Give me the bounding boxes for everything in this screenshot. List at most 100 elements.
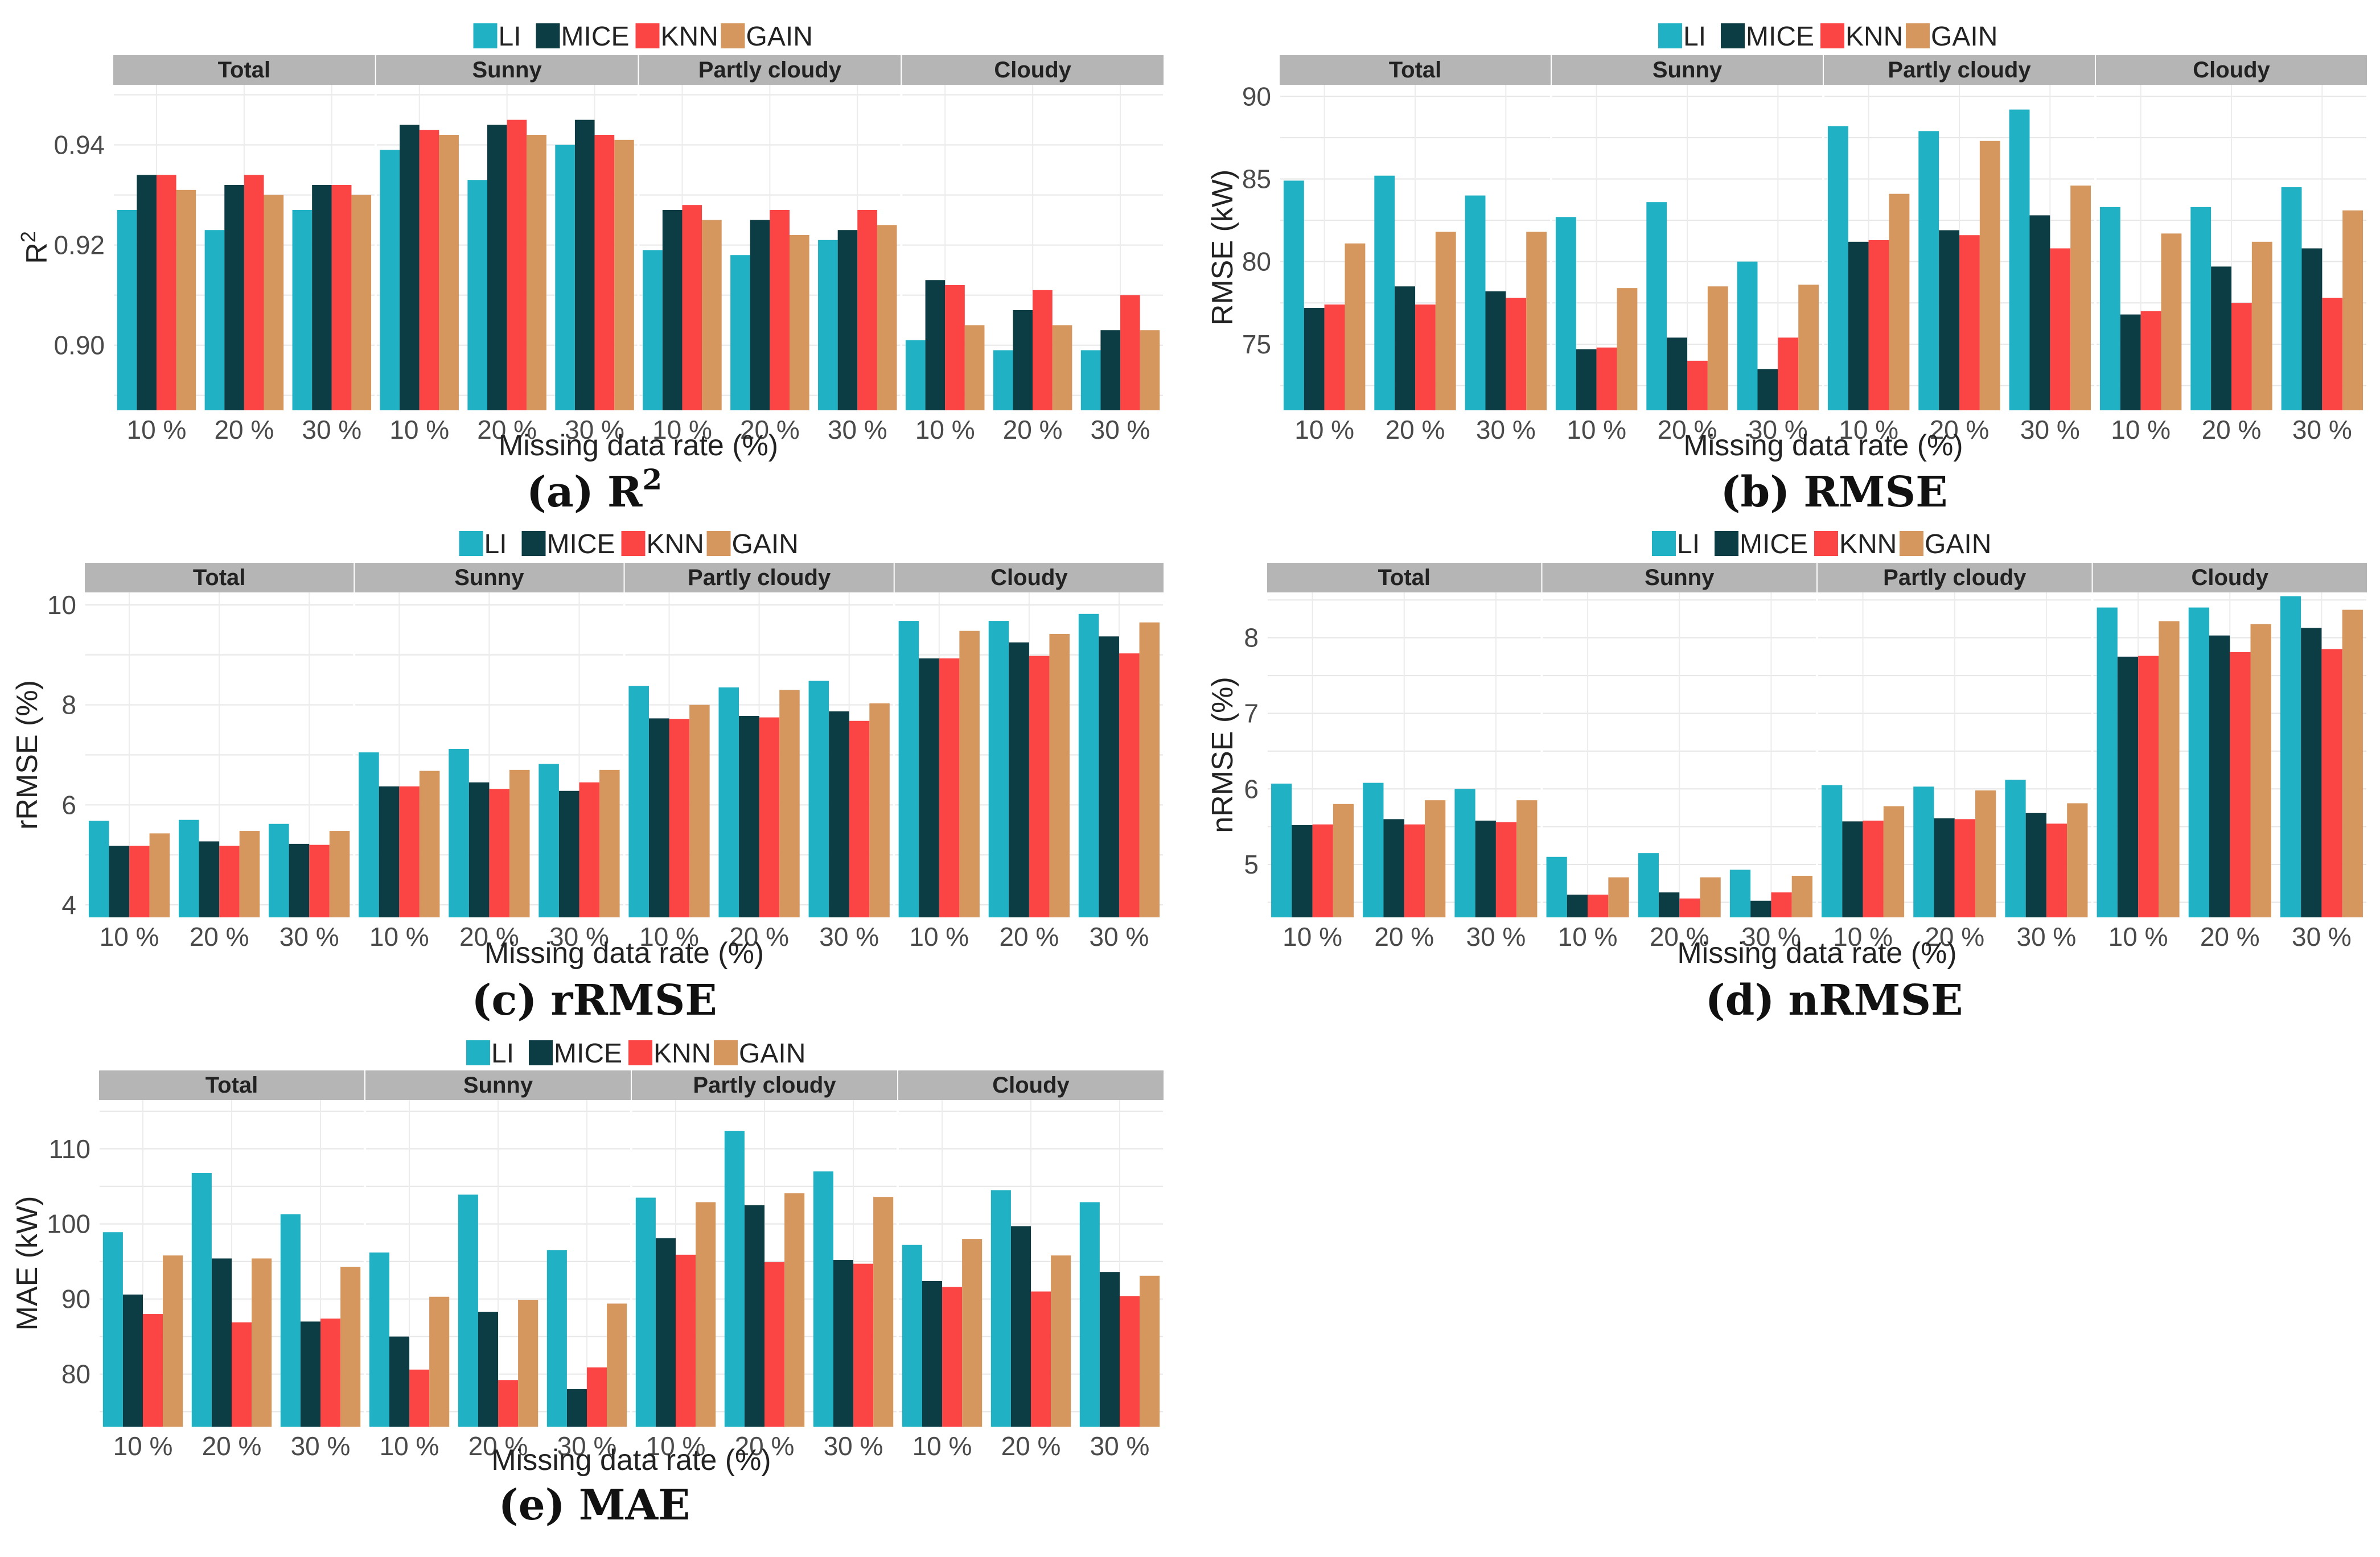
bar-li-10pct — [1822, 785, 1843, 917]
legend-item-gain: GAIN — [714, 1039, 805, 1069]
bar-knn-30pct — [1495, 822, 1517, 917]
bar-gain-30pct — [877, 225, 897, 410]
legend-label-li: LI — [1677, 529, 1700, 559]
bar-knn-20pct — [232, 1322, 252, 1427]
bar-li-10pct — [905, 340, 926, 410]
legend-swatch-gain — [714, 1040, 738, 1065]
legend-item-gain: GAIN — [1906, 22, 1997, 52]
bar-mice-30pct — [2301, 248, 2323, 410]
x-tick-label: 20 % — [1003, 415, 1063, 444]
bar-li-30pct — [2009, 109, 2030, 411]
bar-li-10pct — [2099, 207, 2120, 410]
x-tick-label: 20 % — [1925, 922, 1984, 951]
bar-li-10pct — [88, 821, 109, 917]
x-tick-label: 10 % — [646, 1431, 706, 1461]
y-tick-label: 110 — [49, 1134, 91, 1164]
x-axis-label: Missing data rate (%) — [1683, 429, 1963, 462]
bar-li-20pct — [730, 255, 750, 410]
facet-title: Total — [1378, 565, 1431, 590]
legend-swatch-gain — [1906, 23, 1930, 48]
x-tick-label: 30 % — [2292, 415, 2352, 444]
bar-li-20pct — [458, 1194, 478, 1427]
legend-item-gain: GAIN — [706, 529, 799, 559]
bar-li-20pct — [204, 230, 225, 410]
bar-gain-20pct — [784, 1193, 805, 1427]
y-tick-label: 6 — [1244, 774, 1259, 804]
bar-gain-20pct — [1975, 790, 1996, 917]
x-tick-label: 10 % — [100, 922, 159, 951]
bar-knn-30pct — [2046, 823, 2067, 917]
legend-swatch-mice — [1721, 23, 1745, 48]
bar-knn-10pct — [682, 205, 702, 410]
bar-li-20pct — [2188, 607, 2209, 917]
bar-li-30pct — [2280, 596, 2301, 917]
bar-knn-10pct — [676, 1254, 696, 1427]
bar-li-10pct — [1555, 217, 1576, 410]
bar-mice-20pct — [1667, 337, 1687, 410]
facet-total: Total 10 % 20 % 30 % — [1280, 55, 1551, 444]
x-tick-label: 30 % — [565, 415, 624, 444]
facet-strip — [894, 563, 1164, 592]
bar-mice-20pct — [1010, 1226, 1031, 1427]
x-tick-label: 10 % — [1567, 415, 1626, 444]
panel-caption: (a) R2 — [527, 463, 662, 517]
bar-knn-30pct — [594, 135, 615, 410]
legend-label-knn: KNN — [661, 22, 718, 52]
bar-knn-20pct — [219, 846, 240, 917]
facet-title: Partly cloudy — [1883, 565, 2027, 590]
bar-li-10pct — [643, 250, 663, 410]
x-tick-label: 20 % — [740, 415, 800, 444]
bar-mice-30pct — [1485, 291, 1506, 410]
facet-strip — [365, 1070, 631, 1100]
bar-mice-30pct — [1757, 369, 1778, 410]
facet-partly-cloudy: Partly cloudy 10 % 20 % 30 % — [632, 1070, 897, 1461]
legend-item-mice: MICE — [1715, 529, 1808, 559]
facet-title: Total — [218, 57, 271, 83]
bar-mice-30pct — [566, 1389, 587, 1427]
x-tick-label: 20 % — [729, 922, 789, 951]
facet-title: Sunny — [463, 1073, 533, 1098]
bar-li-10pct — [380, 150, 400, 410]
bar-gain-10pct — [964, 325, 985, 410]
bar-li-20pct — [467, 180, 487, 410]
x-tick-label: 20 % — [999, 922, 1059, 951]
x-tick-label: 20 % — [2200, 922, 2260, 951]
bar-mice-20pct — [1939, 230, 1959, 410]
x-tick-label: 30 % — [302, 415, 361, 444]
bar-mice-20pct — [1013, 310, 1033, 410]
facet-partly-cloudy: Partly cloudy 10 % 20 % 30 % — [1818, 563, 2092, 951]
facet-title: Partly cloudy — [1888, 57, 2031, 83]
bar-gain-30pct — [873, 1197, 894, 1427]
x-tick-label: 30 % — [1741, 922, 1801, 951]
bar-li-10pct — [369, 1252, 389, 1427]
bar-gain-10pct — [689, 705, 710, 917]
facet-title: Cloudy — [2193, 57, 2270, 83]
y-tick-label: 80 — [1242, 247, 1271, 277]
facet-strip — [902, 55, 1164, 85]
bar-gain-20pct — [1435, 232, 1456, 410]
legend-item-li: LI — [466, 1039, 514, 1069]
legend-label-mice: MICE — [1746, 22, 1814, 52]
facet-title: Sunny — [1653, 57, 1723, 83]
legend-item-gain: GAIN — [721, 22, 813, 52]
y-axis-label: RMSE (kW) — [1206, 170, 1239, 326]
facet-title: Cloudy — [992, 1073, 1070, 1098]
bar-mice-20pct — [2209, 635, 2230, 917]
bar-knn-10pct — [129, 846, 150, 917]
caption-main: RMSE — [1803, 468, 1947, 517]
y-axis-label-main: MAE (kW) — [11, 1196, 44, 1331]
caption-prefix: (d) — [1705, 976, 1775, 1025]
x-tick-label: 20 % — [468, 1431, 528, 1461]
bar-gain-20pct — [779, 690, 800, 917]
bar-li-30pct — [1080, 350, 1101, 410]
facet-sunny: Sunny 10 % 20 % 30 % — [376, 55, 638, 444]
bar-gain-20pct — [527, 135, 546, 410]
facet-title: Total — [205, 1073, 258, 1098]
bar-mice-10pct — [662, 210, 683, 410]
bar-knn-10pct — [143, 1314, 163, 1427]
panel-caption: (b) RMSE — [1720, 468, 1947, 517]
legend-label-li: LI — [484, 529, 507, 559]
y-tick-label: 80 — [61, 1360, 91, 1389]
